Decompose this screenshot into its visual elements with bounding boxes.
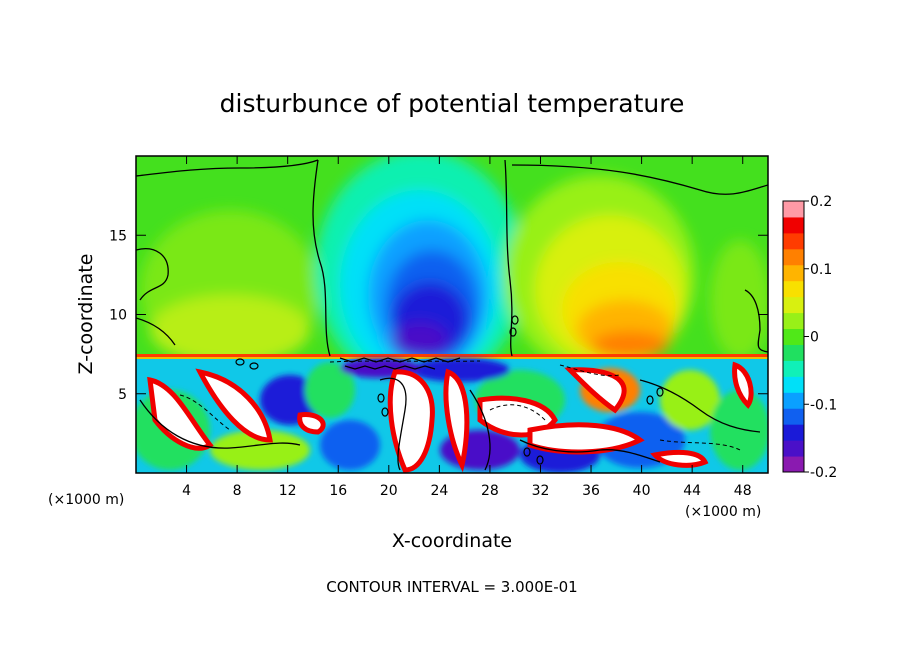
x-tick-label: 44 [683, 483, 701, 499]
y-tick-label: 15 [109, 228, 127, 244]
colorbar-swatch [783, 248, 804, 266]
x-axis-unit-left: (×1000 m) [48, 492, 124, 508]
colorbar-swatch [783, 328, 804, 345]
colorbar-tick-label: 0.1 [810, 262, 832, 278]
x-axis-ticks: 4 8 12 16 20 24 28 32 36 40 44 48 [182, 156, 752, 499]
y-axis-label: Z-coordinate [75, 254, 97, 375]
colorbar-swatch [783, 216, 804, 234]
x-tick-label: 20 [380, 483, 398, 499]
colorbar-swatch [783, 296, 804, 314]
colorbar-swatch [783, 360, 804, 377]
x-tick-label: 24 [430, 483, 448, 499]
x-tick-label: 16 [329, 483, 347, 499]
colorbar-swatch [783, 201, 804, 218]
colorbar-swatch [783, 312, 804, 330]
colorbar [783, 201, 804, 473]
x-axis-unit-right: (×1000 m) [685, 504, 761, 520]
colorbar-tick-label: 0.2 [810, 194, 832, 210]
x-tick-label: 12 [279, 483, 297, 499]
x-tick-label: 40 [633, 483, 651, 499]
x-axis-label: X-coordinate [392, 530, 512, 552]
colorbar-swatch [783, 280, 804, 298]
plot-area [136, 156, 768, 473]
colorbar-tick-label: -0.1 [810, 397, 837, 413]
colorbar-swatch [783, 408, 804, 425]
chart-title: disturbunce of potential temperature [220, 89, 685, 118]
colorbar-tick-label: -0.2 [810, 465, 837, 481]
colorbar-swatch [783, 392, 804, 409]
y-tick-label: 10 [109, 308, 127, 324]
y-axis-ticks: 5 10 15 [109, 228, 768, 403]
x-tick-label: 8 [233, 483, 242, 499]
colorbar-ticks: 0.2 0.1 0 -0.1 -0.2 [804, 194, 837, 481]
x-tick-label: 28 [481, 483, 499, 499]
colorbar-swatch [783, 456, 804, 473]
y-tick-label: 5 [118, 387, 127, 403]
colorbar-swatch [783, 440, 804, 457]
contour-interval-note: CONTOUR INTERVAL = 3.000E-01 [326, 578, 577, 596]
x-tick-label: 36 [582, 483, 600, 499]
colorbar-swatch [783, 376, 804, 393]
x-tick-label: 48 [734, 483, 752, 499]
colorbar-swatch [783, 232, 804, 250]
colorbar-swatch [783, 264, 804, 282]
colorbar-tick-label: 0 [810, 330, 819, 346]
x-tick-label: 4 [182, 483, 191, 499]
colorbar-swatch [783, 344, 804, 361]
x-tick-label: 32 [532, 483, 550, 499]
colorbar-swatch [783, 424, 804, 441]
